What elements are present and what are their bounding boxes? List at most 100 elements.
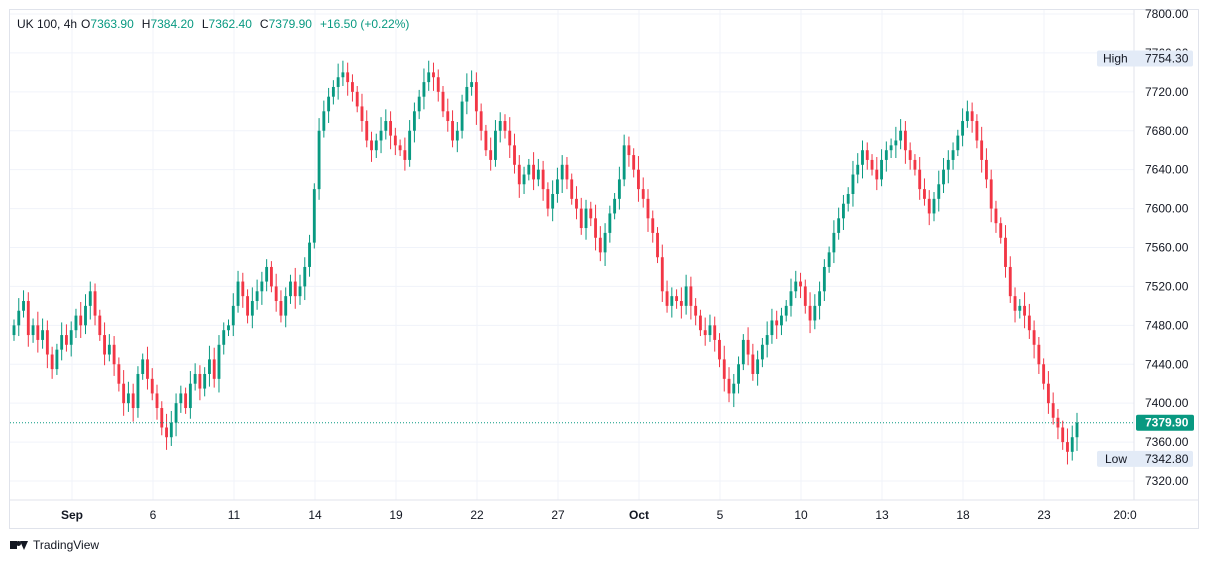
candle-body — [1013, 296, 1017, 311]
candle-body — [417, 96, 421, 112]
y-tick-label: 7400.00 — [1145, 396, 1189, 410]
candle — [355, 85, 359, 113]
candle-body — [122, 383, 126, 404]
candle-body — [975, 121, 979, 141]
candle-body — [208, 359, 211, 374]
candle — [913, 154, 917, 176]
candle — [260, 271, 264, 305]
candle-body — [112, 344, 116, 365]
candle-body — [31, 325, 35, 336]
candle-body — [903, 130, 907, 151]
candle-body — [837, 218, 841, 233]
candle-body — [818, 291, 822, 306]
open-key: O — [81, 17, 91, 31]
candle — [689, 276, 693, 320]
y-tick-label: 7720.00 — [1145, 85, 1189, 99]
candle — [980, 126, 984, 173]
candle-body — [1023, 305, 1026, 316]
high-key: H — [141, 17, 151, 31]
candle-body — [336, 77, 340, 87]
candle-body — [746, 339, 750, 355]
candle-body — [1008, 266, 1012, 297]
candle — [1061, 420, 1065, 450]
candle-body — [84, 305, 87, 326]
candle-body — [365, 121, 369, 141]
candle-body — [45, 330, 49, 355]
candle-body — [808, 305, 812, 321]
candle — [889, 138, 893, 158]
candle — [789, 278, 793, 317]
candle-body — [765, 335, 769, 345]
candle — [827, 246, 831, 273]
candle — [698, 309, 702, 337]
candle — [670, 287, 674, 318]
y-tick-label: 7560.00 — [1145, 241, 1189, 255]
candle — [203, 367, 207, 397]
candle — [765, 321, 769, 358]
candle — [198, 365, 202, 401]
candle — [532, 152, 536, 191]
candle-body — [150, 378, 154, 394]
candle-body — [331, 86, 335, 97]
candle — [660, 244, 664, 302]
y-tick-label: 7480.00 — [1145, 318, 1189, 332]
candle-body — [26, 301, 30, 336]
candle — [1075, 412, 1079, 451]
candle — [751, 343, 755, 381]
candle-body — [732, 383, 736, 394]
candle — [799, 272, 802, 299]
candle — [985, 148, 988, 189]
candle — [374, 133, 378, 158]
candle-body — [284, 296, 288, 316]
candle — [694, 298, 698, 326]
candle-body — [203, 373, 207, 389]
candle-body — [74, 315, 78, 331]
candle-body — [308, 242, 311, 267]
candle — [813, 294, 817, 330]
candle — [222, 322, 226, 355]
candle — [613, 193, 617, 220]
candle-body — [165, 427, 168, 438]
symbol-label[interactable]: UK 100, 4h — [17, 17, 78, 31]
y-tick-label: 7360.00 — [1145, 435, 1189, 449]
x-tick-label: 27 — [551, 508, 565, 522]
candle — [484, 124, 488, 157]
candle — [899, 119, 903, 150]
low-marker-label: Low — [1105, 452, 1127, 466]
candle-body — [279, 301, 283, 316]
candle-body — [398, 145, 402, 151]
candle-body — [713, 325, 717, 340]
candle — [26, 292, 30, 347]
candle-body — [789, 291, 793, 306]
candle — [36, 311, 40, 353]
candle-body — [670, 296, 674, 306]
candle-body — [88, 291, 92, 306]
candle — [551, 180, 555, 222]
candle — [989, 169, 993, 223]
candle-body — [412, 111, 416, 131]
candle-body — [727, 378, 731, 394]
candle — [417, 89, 421, 120]
candle — [298, 274, 302, 305]
tradingview-attribution[interactable]: TradingView — [10, 538, 99, 552]
candle — [455, 121, 459, 153]
candle — [236, 270, 240, 313]
candle-body — [1075, 422, 1079, 438]
candle-body — [474, 82, 478, 112]
candle — [808, 292, 812, 334]
candle — [503, 114, 507, 139]
candle-body — [622, 145, 626, 180]
candle-body — [1037, 344, 1041, 365]
candle — [622, 134, 626, 187]
candle — [999, 217, 1003, 244]
candle-body — [813, 305, 817, 321]
candle — [594, 204, 597, 251]
low-value: 7362.40 — [208, 17, 252, 31]
candle-body — [79, 315, 83, 326]
x-tick-label: 18 — [956, 508, 970, 522]
x-tick-label: 5 — [717, 508, 724, 522]
candle-body — [579, 208, 583, 229]
candle — [517, 155, 521, 198]
candle-body — [160, 408, 164, 428]
